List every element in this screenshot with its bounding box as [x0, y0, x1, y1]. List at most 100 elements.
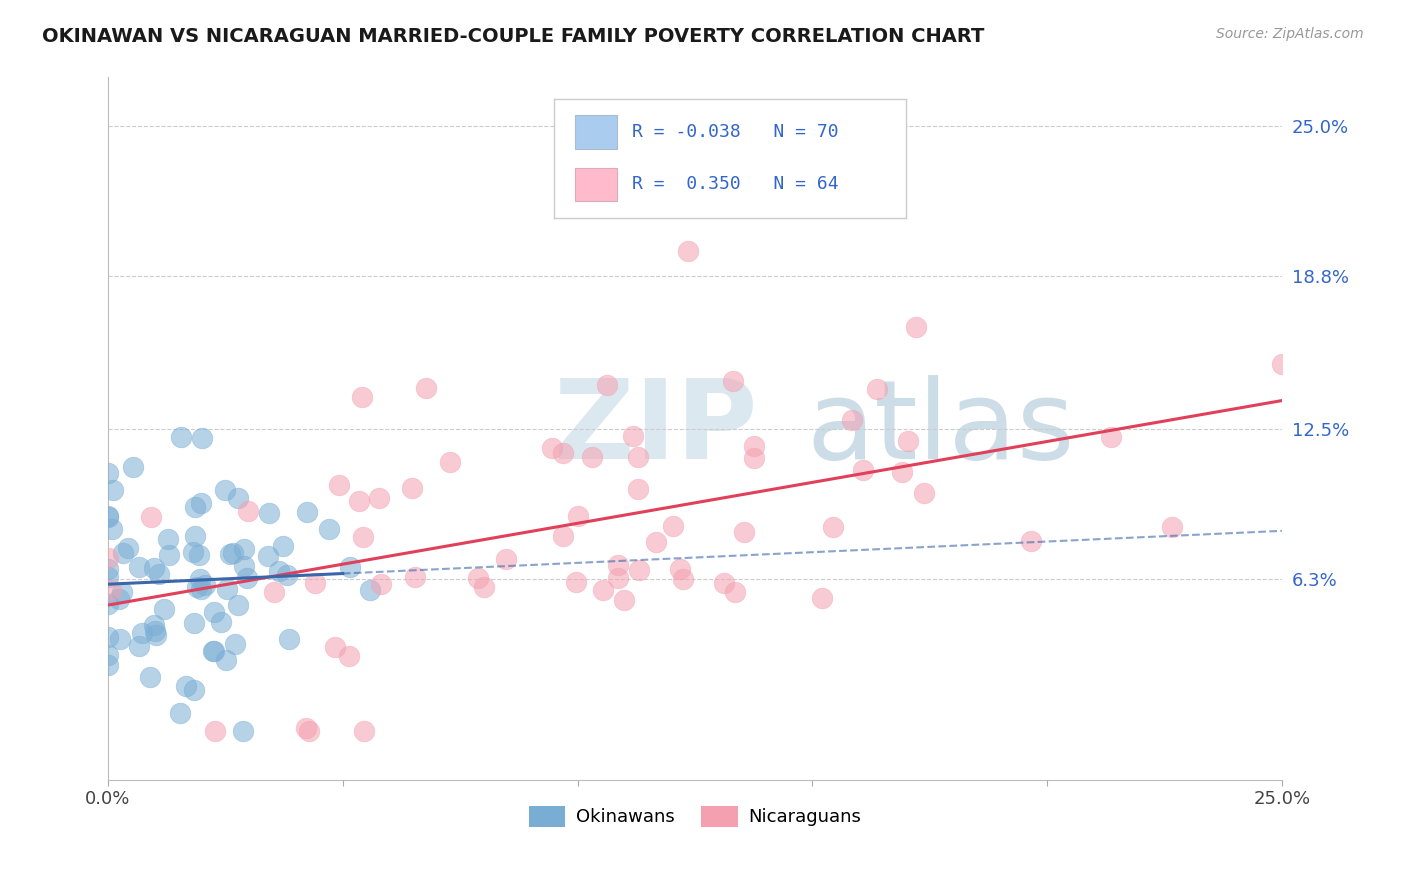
Point [97, 510, 120, 524]
Point [415, 381, 437, 395]
Point [742, 450, 765, 465]
Point [157, 533, 180, 547]
Point [232, 724, 254, 739]
Point [661, 519, 683, 533]
Text: atlas: atlas [807, 375, 1076, 482]
Point [713, 575, 735, 590]
Point [368, 491, 391, 506]
Point [724, 584, 747, 599]
Point [621, 429, 644, 443]
Point [139, 670, 162, 684]
Point [188, 572, 211, 586]
Point [669, 562, 692, 576]
Point [401, 481, 423, 495]
Point [219, 547, 242, 561]
Point [370, 577, 392, 591]
Point [226, 491, 249, 505]
Point [191, 431, 214, 445]
Point [186, 581, 208, 595]
Point [174, 679, 197, 693]
Point [157, 548, 180, 562]
Point [145, 628, 167, 642]
Point [671, 572, 693, 586]
Point [181, 545, 204, 559]
Point [318, 522, 340, 536]
Point [202, 605, 225, 619]
Point [169, 706, 191, 721]
Point [347, 494, 370, 508]
Point [110, 632, 132, 647]
Point [202, 644, 225, 658]
Point [97, 467, 120, 481]
Point [183, 615, 205, 630]
Point [276, 568, 298, 582]
Point [1099, 430, 1122, 444]
Point [97, 657, 120, 672]
Point [567, 508, 589, 523]
Point [495, 551, 517, 566]
Point [897, 434, 920, 448]
Point [112, 546, 135, 560]
Text: OKINAWAN VS NICARAGUAN MARRIED-COUPLE FAMILY POVERTY CORRELATION CHART: OKINAWAN VS NICARAGUAN MARRIED-COUPLE FA… [42, 27, 984, 45]
Point [184, 500, 207, 514]
Legend: Okinawans, Nicaraguans: Okinawans, Nicaraguans [522, 798, 869, 834]
Point [339, 560, 361, 574]
Point [97, 508, 120, 523]
Point [564, 575, 586, 590]
Point [721, 374, 744, 388]
Point [273, 539, 295, 553]
Point [97, 597, 120, 611]
Point [188, 549, 211, 563]
Point [627, 564, 650, 578]
Point [201, 643, 224, 657]
Text: ZIP: ZIP [554, 375, 758, 482]
Point [592, 583, 614, 598]
Point [596, 377, 619, 392]
Point [97, 562, 120, 576]
Point [100, 582, 122, 597]
Point [841, 413, 863, 427]
Point [97, 630, 120, 644]
Point [551, 446, 574, 460]
Point [108, 592, 131, 607]
Point [232, 541, 254, 556]
Point [912, 486, 935, 500]
Point [232, 558, 254, 573]
Point [626, 450, 648, 464]
Point [236, 504, 259, 518]
Point [337, 649, 360, 664]
Point [117, 541, 139, 556]
Point [143, 618, 166, 632]
Point [328, 478, 350, 492]
Point [204, 724, 226, 739]
Point [613, 593, 636, 607]
Point [101, 522, 124, 536]
Point [256, 549, 278, 563]
Point [183, 683, 205, 698]
Point [467, 571, 489, 585]
Point [209, 615, 232, 630]
Point [352, 391, 374, 405]
Point [215, 582, 238, 597]
Point [298, 724, 321, 739]
Point [352, 530, 374, 544]
Point [581, 450, 603, 465]
Point [236, 571, 259, 585]
Point [325, 640, 347, 654]
Point [645, 534, 668, 549]
Point [541, 442, 564, 456]
Point [148, 566, 170, 581]
Point [101, 483, 124, 498]
Point [627, 482, 650, 496]
Point [170, 430, 193, 444]
Point [97, 570, 120, 584]
Point [263, 585, 285, 599]
Point [891, 465, 914, 479]
Point [742, 439, 765, 453]
Point [214, 483, 236, 497]
Point [733, 524, 755, 539]
Point [142, 561, 165, 575]
Point [131, 626, 153, 640]
Point [224, 637, 246, 651]
Point [122, 459, 145, 474]
